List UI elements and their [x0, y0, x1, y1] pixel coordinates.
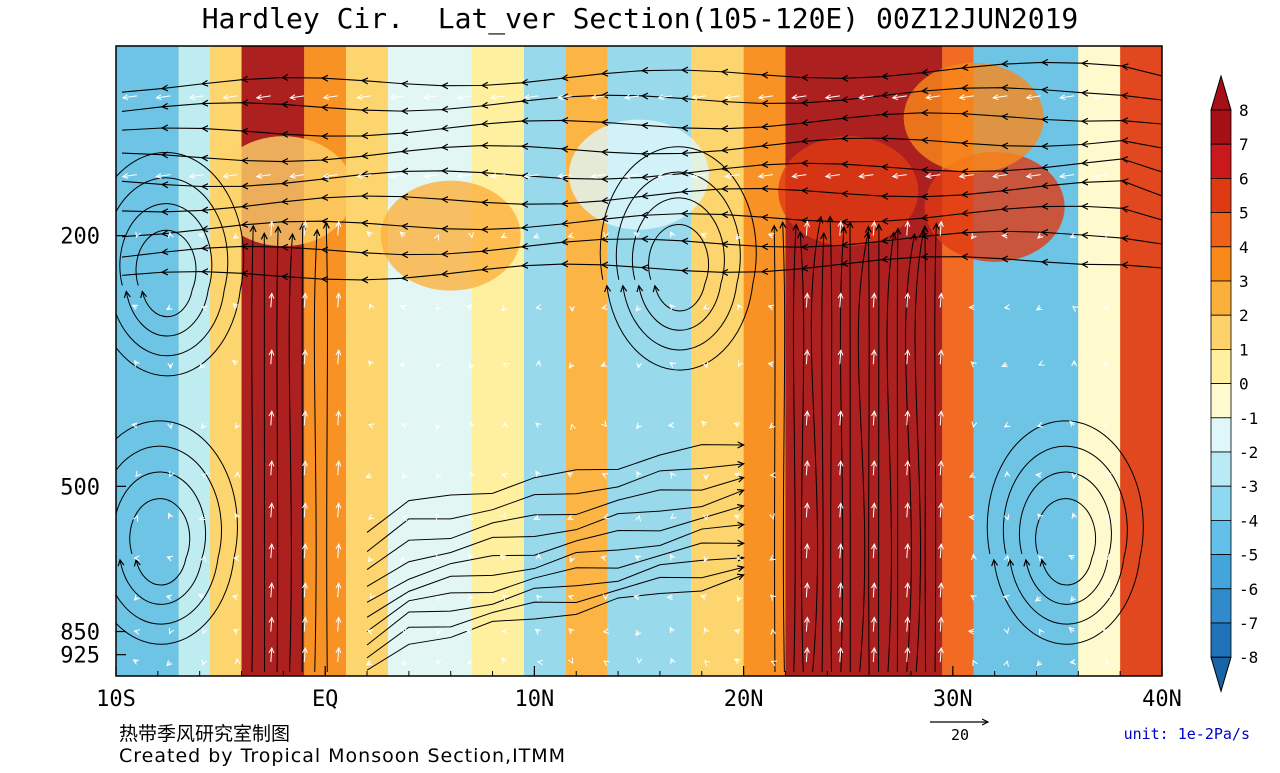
colorbar-segment [1211, 384, 1231, 418]
wind-vector [203, 632, 204, 634]
field-band [388, 46, 472, 676]
wind-vector [170, 233, 171, 236]
vector-reference: 20 [930, 722, 988, 744]
field-band [691, 46, 743, 676]
colorbar-label: -5 [1239, 546, 1258, 565]
wind-vector [772, 661, 773, 662]
field-band [116, 46, 179, 676]
wind-vector [437, 596, 438, 597]
colorbar-segment [1211, 486, 1231, 520]
omega-field [116, 46, 1162, 676]
colorbar-segment [1211, 144, 1231, 178]
x-tick-label: 40N [1142, 687, 1182, 712]
colorbar-segment [1211, 178, 1231, 212]
wind-vector [604, 517, 606, 518]
x-tick-label: EQ [312, 687, 339, 712]
colorbar-segment [1211, 213, 1231, 247]
colorbar-label: 8 [1239, 101, 1249, 120]
colorbar-label: 2 [1239, 306, 1249, 325]
field-band [304, 46, 346, 676]
colorbar-label: -1 [1239, 409, 1258, 428]
wind-vector [1073, 307, 1074, 308]
wind-vector [170, 475, 171, 476]
colorbar-segment [1211, 452, 1231, 486]
colorbar-label: -2 [1239, 443, 1258, 462]
field-band [346, 46, 388, 676]
colorbar-top-arrow [1211, 76, 1231, 110]
colorbar-label: -4 [1239, 511, 1258, 530]
colorbar-label: 0 [1239, 375, 1249, 394]
colorbar-label: 1 [1239, 340, 1249, 359]
wind-vector [369, 425, 371, 426]
wind-vector [606, 425, 607, 426]
field-band [210, 46, 241, 676]
chart-title: Hardley Cir. Lat_ver Section(105-120E) 0… [202, 2, 1079, 36]
y-tick-label: 500 [60, 475, 100, 500]
colorbar-label: 4 [1239, 238, 1249, 257]
colorbar-label: 7 [1239, 135, 1249, 154]
field-band [1078, 46, 1120, 676]
y-tick-label: 850 [60, 621, 100, 646]
wind-vector [1074, 475, 1075, 478]
field-patch [778, 136, 918, 246]
wind-vector [132, 425, 137, 426]
wind-vector [602, 307, 605, 308]
footer-chinese-label: 热带季风研究室制图 [119, 723, 290, 745]
y-tick-label: 200 [60, 225, 100, 250]
colorbar-label: -6 [1239, 580, 1258, 599]
wind-vector [1103, 425, 1108, 426]
colorbar: 8 7 6 5 4 3 2 1 0 -1 -2 -3 -4 -5 -6 -7 -8 [1211, 76, 1258, 691]
colorbar-segment [1211, 589, 1231, 623]
field-band [472, 46, 524, 676]
x-tick-label: 10S [96, 687, 136, 712]
streamline [302, 224, 303, 672]
wind-vector [170, 425, 171, 428]
wind-vector [1039, 364, 1041, 365]
colorbar-label: -8 [1239, 648, 1258, 667]
wind-vector [572, 662, 573, 663]
colorbar-segment [1211, 247, 1231, 281]
colorbar-label: 3 [1239, 272, 1249, 291]
streamline [897, 229, 898, 672]
wind-vector [1108, 516, 1109, 518]
colorbar-label: 5 [1239, 204, 1249, 223]
wind-vector [502, 475, 505, 476]
wind-vector [1007, 556, 1008, 558]
colorbar-segment [1211, 623, 1231, 657]
colorbar-segment [1211, 418, 1231, 452]
x-tick-label: 10N [515, 687, 555, 712]
colorbar-label: -3 [1239, 477, 1258, 496]
x-tick-label: 30N [933, 687, 973, 712]
footer-credit-label: Created by Tropical Monsoon Section,ITMM [119, 745, 566, 767]
colorbar-label: 6 [1239, 169, 1249, 188]
colorbar-bottom-arrow [1211, 657, 1231, 691]
field-band [524, 46, 566, 676]
wind-vector [403, 517, 405, 518]
y-tick-label: 925 [60, 644, 100, 669]
wind-vector [371, 597, 372, 598]
colorbar-segment [1211, 349, 1231, 383]
colorbar-segment [1211, 281, 1231, 315]
wind-vector [973, 661, 974, 662]
colorbar-segment [1211, 110, 1231, 144]
colorbar-segment [1211, 520, 1231, 554]
colorbar-segment [1211, 555, 1231, 589]
wind-vector [137, 516, 138, 517]
field-band [744, 46, 786, 676]
wind-vector [1107, 475, 1108, 477]
wind-vector [1070, 662, 1074, 663]
wind-vector [768, 364, 772, 365]
reference-arrow-label: 20 [951, 726, 969, 744]
field-band [1120, 46, 1162, 676]
unit-label: unit: 1e-2Pa/s [1124, 725, 1250, 743]
colorbar-segment [1211, 315, 1231, 349]
colorbar-label: -7 [1239, 614, 1258, 633]
field-patch [213, 136, 353, 246]
x-tick-label: 20N [724, 687, 764, 712]
